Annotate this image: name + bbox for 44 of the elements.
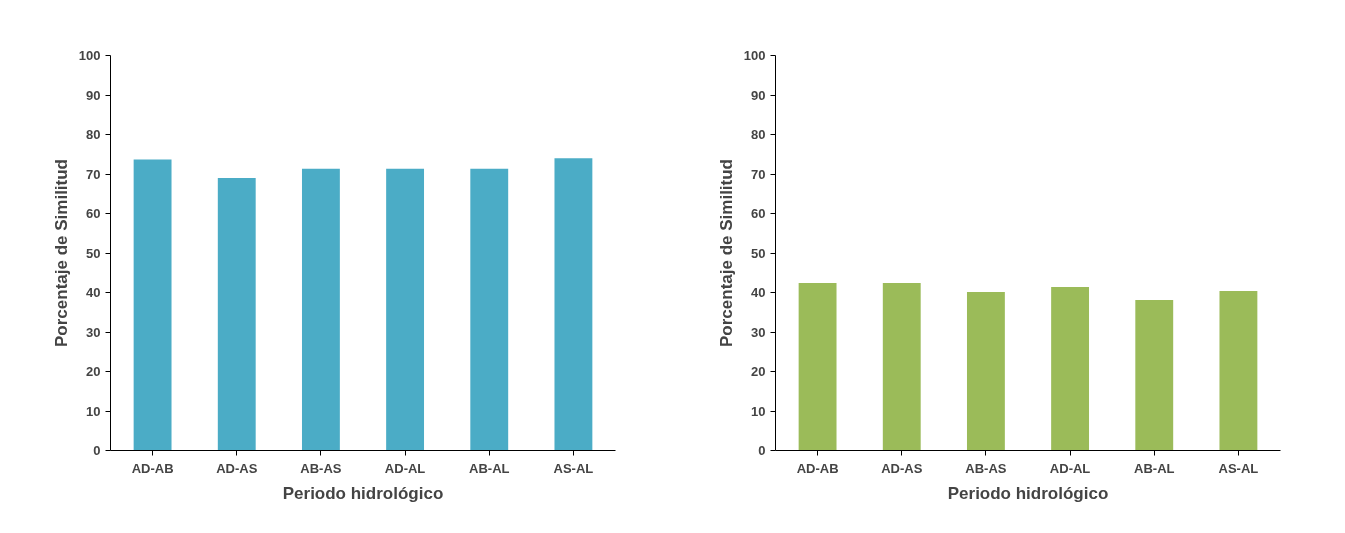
x-tick-label: AD-AB — [131, 460, 174, 476]
x-tick-label: AS-AL — [1218, 460, 1259, 476]
x-tick-label: AD-AS — [881, 460, 923, 476]
y-tick-label: 20 — [86, 364, 101, 379]
y-tick-label: 10 — [86, 403, 101, 419]
y-tick-label: 50 — [86, 245, 101, 261]
bar — [882, 283, 921, 451]
y-axis-title: Porcentaje de Similitud — [51, 158, 71, 347]
x-tick-label: AB-AL — [1134, 460, 1175, 476]
x-axis-title: Periodo hidrológico — [947, 483, 1109, 503]
x-tick-label: AD-AL — [384, 460, 426, 476]
y-tick-label: 40 — [86, 285, 101, 300]
x-tick-label: AS-AL — [553, 460, 594, 476]
y-tick-label: 90 — [86, 87, 101, 103]
x-tick-label: AB-AS — [965, 460, 1007, 476]
y-tick-label: 30 — [751, 324, 766, 340]
bar — [1051, 286, 1090, 451]
y-tick-label: 100 — [78, 48, 101, 63]
y-axis-title: Porcentaje de Similitud — [716, 158, 736, 347]
bar — [966, 292, 1005, 451]
y-tick-label: 40 — [751, 285, 766, 300]
bar — [798, 283, 837, 451]
x-tick-label: AD-AL — [1049, 460, 1091, 476]
y-tick-label: 90 — [751, 87, 766, 103]
x-tick-label: AB-AS — [300, 460, 342, 476]
y-tick-label: 70 — [86, 166, 101, 182]
y-tick-label: 50 — [751, 245, 766, 261]
x-axis-title: Periodo hidrológico — [282, 483, 444, 503]
x-tick-label: AD-AB — [796, 460, 839, 476]
y-tick-label: 0 — [758, 443, 766, 458]
y-tick-label: 80 — [751, 127, 766, 142]
x-tick-label: AB-AL — [469, 460, 510, 476]
y-tick-label: 0 — [93, 443, 101, 458]
y-tick-label: 20 — [751, 364, 766, 379]
y-tick-label: 30 — [86, 324, 101, 340]
bar — [1219, 290, 1258, 451]
y-tick-label: 100 — [743, 48, 766, 63]
x-tick-label: AD-AS — [216, 460, 258, 476]
y-tick-label: 60 — [86, 206, 101, 221]
y-tick-label: 70 — [751, 166, 766, 182]
y-tick-label: 10 — [751, 403, 766, 419]
y-tick-label: 60 — [751, 206, 766, 221]
bar — [1135, 300, 1174, 451]
y-tick-label: 80 — [86, 127, 101, 142]
